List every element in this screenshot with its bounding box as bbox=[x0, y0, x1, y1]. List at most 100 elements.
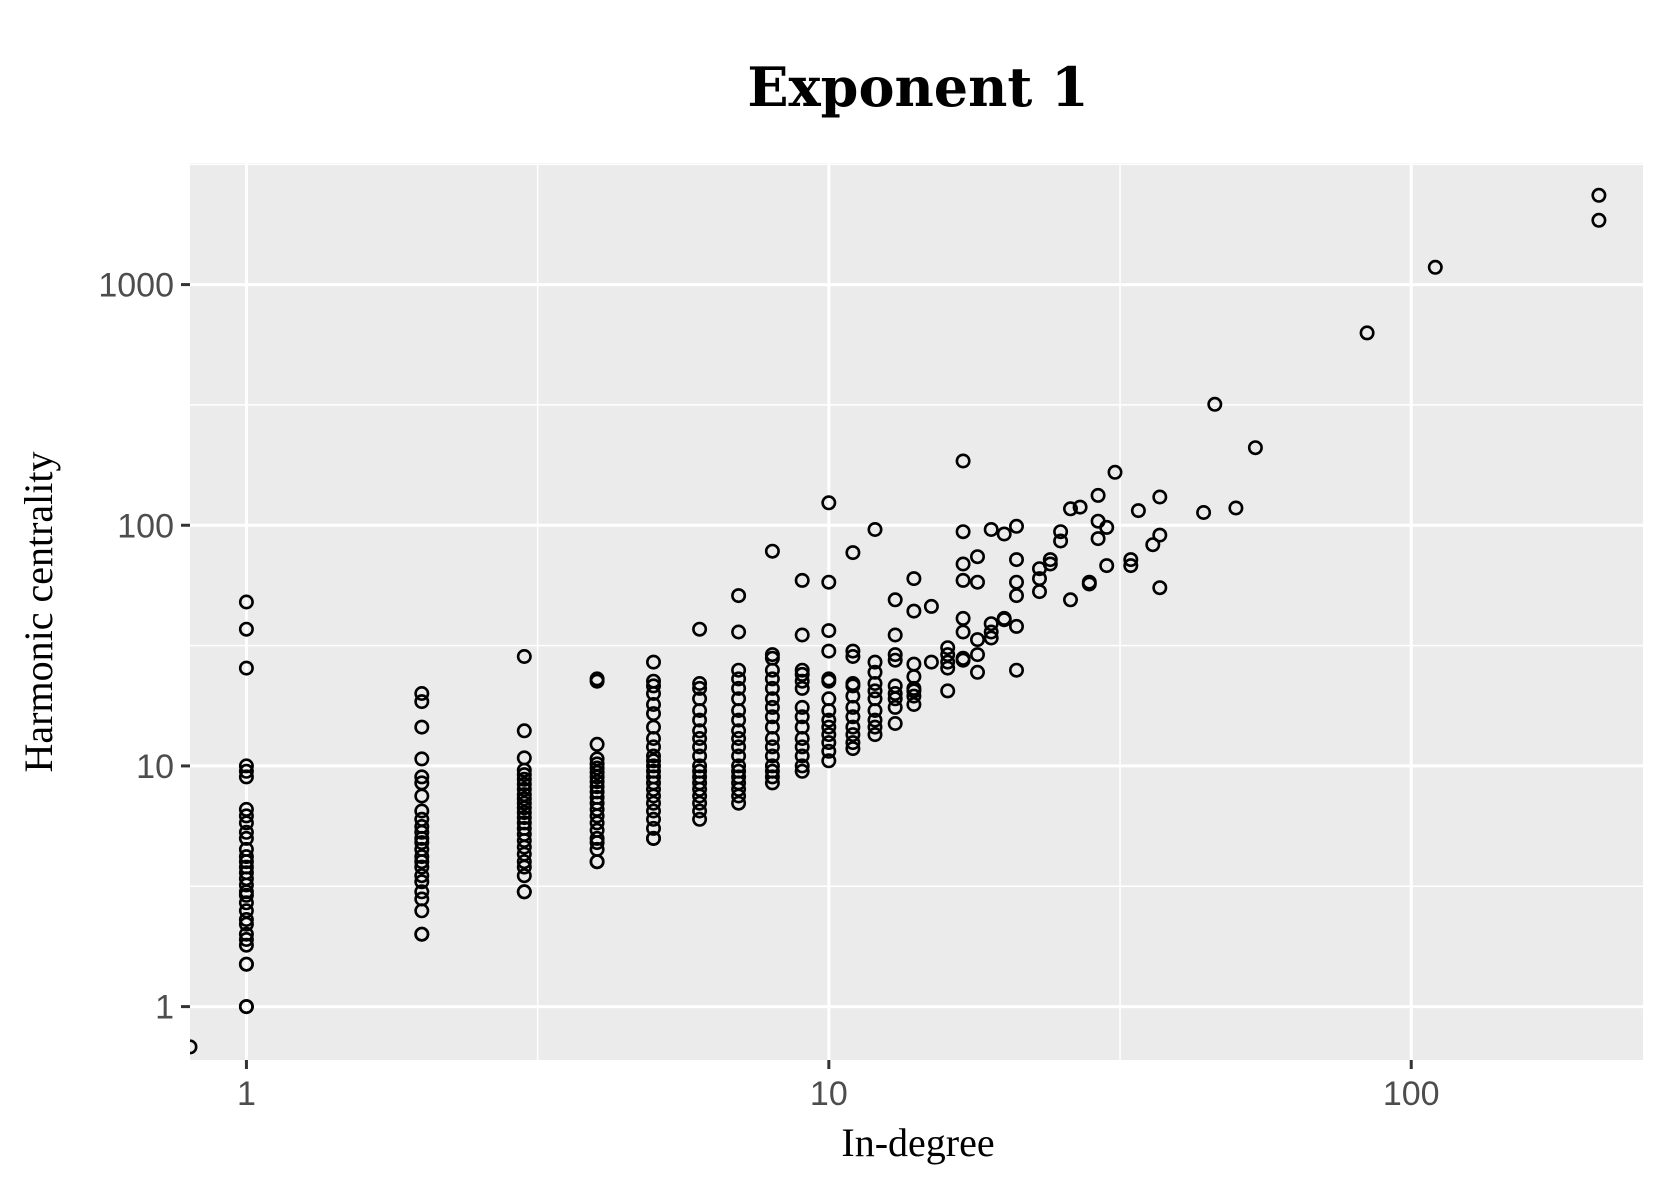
data-point bbox=[731, 588, 747, 604]
data-point bbox=[692, 758, 708, 774]
data-point bbox=[516, 781, 532, 797]
data-point bbox=[238, 808, 254, 824]
data-point bbox=[845, 719, 861, 735]
y-axis: 1 10 100 1000 bbox=[98, 267, 190, 1027]
data-point bbox=[645, 748, 661, 764]
data-point bbox=[731, 671, 747, 687]
data-point bbox=[764, 671, 780, 687]
data-point bbox=[764, 769, 780, 785]
data-point bbox=[238, 911, 254, 927]
data-point bbox=[1090, 531, 1106, 547]
data-point bbox=[955, 572, 971, 588]
data-point bbox=[731, 763, 747, 779]
data-point bbox=[645, 758, 661, 774]
data-point bbox=[414, 685, 430, 701]
data-point bbox=[983, 521, 999, 537]
data-point bbox=[516, 884, 532, 900]
data-point bbox=[238, 865, 254, 881]
data-point bbox=[589, 779, 605, 795]
data-point bbox=[1042, 552, 1058, 568]
data-point bbox=[731, 739, 747, 755]
data-point bbox=[923, 598, 939, 614]
data-point bbox=[731, 712, 747, 728]
data-points bbox=[190, 187, 1607, 1055]
data-point bbox=[692, 795, 708, 811]
data-point bbox=[645, 795, 661, 811]
data-point bbox=[645, 820, 661, 836]
data-point bbox=[821, 643, 837, 659]
data-point bbox=[955, 453, 971, 469]
data-point bbox=[645, 654, 661, 670]
data-point bbox=[516, 815, 532, 831]
data-point bbox=[190, 1039, 198, 1055]
data-point bbox=[821, 719, 837, 735]
data-point bbox=[238, 758, 254, 774]
data-point bbox=[887, 592, 903, 608]
data-point bbox=[1053, 533, 1069, 549]
data-point bbox=[645, 830, 661, 846]
data-point bbox=[794, 758, 810, 774]
data-point bbox=[764, 758, 780, 774]
data-point bbox=[969, 647, 985, 663]
data-point bbox=[794, 709, 810, 725]
data-point bbox=[845, 675, 861, 691]
data-point bbox=[414, 841, 430, 857]
data-point bbox=[969, 549, 985, 565]
data-point bbox=[692, 675, 708, 691]
data-point bbox=[845, 741, 861, 757]
data-point bbox=[645, 678, 661, 694]
data-point bbox=[969, 632, 985, 648]
data-point bbox=[238, 859, 254, 875]
data-point bbox=[589, 789, 605, 805]
data-point bbox=[906, 571, 922, 587]
major-gridlines bbox=[190, 163, 1643, 1060]
data-point bbox=[414, 694, 430, 710]
data-point bbox=[692, 763, 708, 779]
data-point bbox=[794, 748, 810, 764]
data-point bbox=[414, 775, 430, 791]
data-point bbox=[845, 643, 861, 659]
data-point bbox=[867, 654, 883, 670]
data-point bbox=[1591, 212, 1607, 228]
x-axis-title: In-degree bbox=[841, 1120, 994, 1165]
data-point bbox=[692, 712, 708, 728]
minor-gridlines bbox=[190, 163, 1643, 1060]
data-point bbox=[414, 719, 430, 735]
data-point bbox=[940, 647, 956, 663]
data-point bbox=[1123, 552, 1139, 568]
data-point bbox=[414, 859, 430, 875]
data-point bbox=[1063, 501, 1079, 517]
data-point bbox=[867, 521, 883, 537]
data-point bbox=[516, 805, 532, 821]
data-point bbox=[845, 545, 861, 561]
data-point bbox=[996, 610, 1012, 626]
data-point bbox=[692, 691, 708, 707]
data-point bbox=[794, 739, 810, 755]
data-point bbox=[731, 758, 747, 774]
data-point bbox=[1072, 499, 1088, 515]
data-point bbox=[845, 709, 861, 725]
data-point bbox=[821, 691, 837, 707]
data-point bbox=[1081, 574, 1097, 590]
data-point bbox=[238, 849, 254, 865]
data-point bbox=[821, 735, 837, 751]
data-point bbox=[645, 763, 661, 779]
data-point bbox=[414, 751, 430, 767]
data-point bbox=[238, 926, 254, 942]
data-point bbox=[794, 763, 810, 779]
data-point bbox=[645, 753, 661, 769]
data-point bbox=[414, 874, 430, 890]
data-point bbox=[645, 673, 661, 689]
data-point bbox=[821, 753, 837, 769]
data-point bbox=[1090, 487, 1106, 503]
data-point bbox=[692, 748, 708, 764]
data-point bbox=[1207, 396, 1223, 412]
data-point bbox=[955, 610, 971, 626]
data-point bbox=[731, 748, 747, 764]
data-point bbox=[238, 769, 254, 785]
data-point bbox=[794, 719, 810, 735]
data-point bbox=[983, 616, 999, 632]
y-tick-label: 1 bbox=[155, 989, 174, 1027]
data-point bbox=[516, 787, 532, 803]
data-point bbox=[589, 841, 605, 857]
